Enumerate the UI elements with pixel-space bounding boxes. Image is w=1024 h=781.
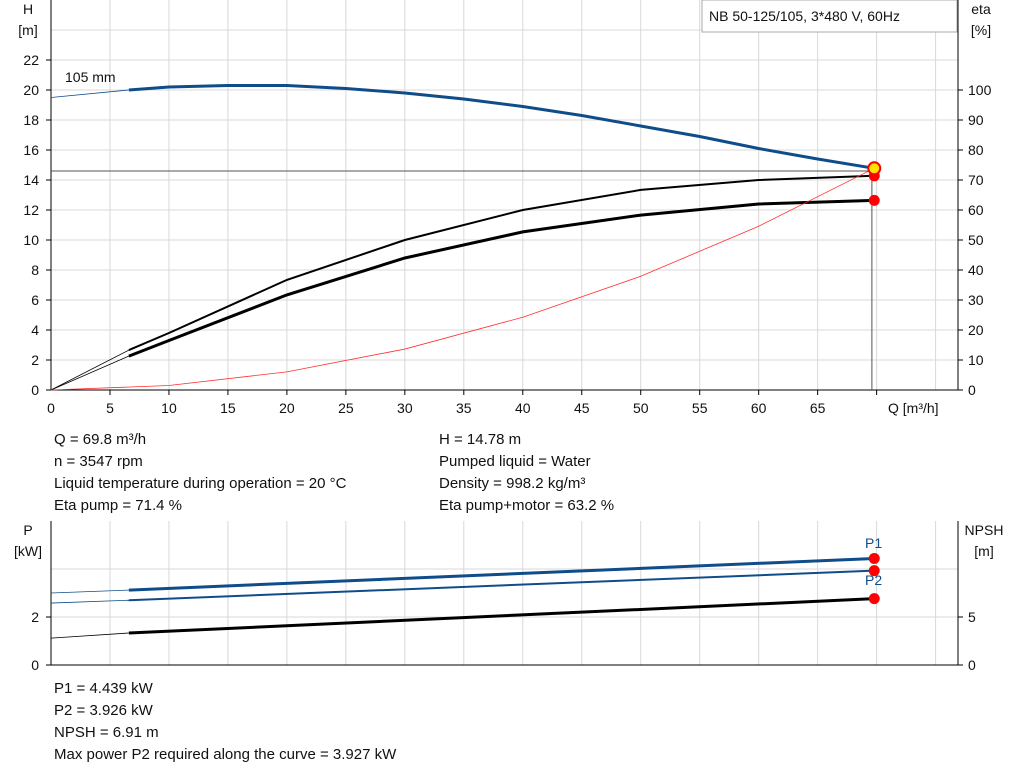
y-tick-label-left: 14: [23, 172, 39, 188]
x-tick-label: 40: [515, 400, 531, 416]
p2-label: P2: [865, 572, 882, 588]
y-tick-label-right: 100: [968, 82, 992, 98]
power-series-2: [128, 597, 875, 635]
x-tick-label: 50: [633, 400, 649, 416]
y-axis-unit-left: [kW]: [14, 543, 42, 559]
y-tick-label-right: 5: [968, 609, 976, 625]
y-axis-unit-left: [m]: [18, 22, 37, 38]
y-tick-label-left: 0: [31, 382, 39, 398]
y-tick-label-right: 30: [968, 292, 984, 308]
y-tick-label-right: 0: [968, 657, 976, 673]
info-h: H = 14.78 m: [439, 431, 522, 448]
top-series-3: [50, 167, 875, 391]
y-tick-label-right: 90: [968, 112, 984, 128]
power-extension-2: [50, 632, 129, 639]
y-tick-label-left: 4: [31, 322, 39, 338]
end-point-marker: [868, 593, 880, 605]
info-density: Density = 998.2 kg/m³: [439, 475, 586, 492]
y-tick-label-right: 70: [968, 172, 984, 188]
top-series-2: [128, 198, 875, 358]
x-tick-label: 65: [810, 400, 826, 416]
top-series-0: [128, 84, 875, 170]
y-tick-label-right: 80: [968, 142, 984, 158]
top-extension-2: [50, 355, 130, 391]
duty-point-marker: [867, 161, 882, 176]
y-tick-label-right: 0: [968, 382, 976, 398]
power-series-0: [128, 556, 875, 592]
y-tick-label-right: 20: [968, 322, 984, 338]
y-axis-label-left: P: [23, 522, 32, 538]
power-extension-1: [50, 599, 129, 604]
y-axis-label-right: NPSH: [965, 522, 1004, 538]
legend-box: [701, 0, 958, 33]
y-axis-unit-right: [%]: [971, 22, 991, 38]
y-tick-label-right: 50: [968, 232, 984, 248]
y-tick-label-right: 60: [968, 202, 984, 218]
y-tick-label-left: 8: [31, 262, 39, 278]
y-axis-unit-right: [m]: [974, 543, 993, 559]
y-axis-label-right: eta: [971, 1, 991, 17]
end-point-marker: [868, 194, 880, 206]
x-tick-label: 10: [161, 400, 177, 416]
x-tick-label: 20: [279, 400, 295, 416]
info-eta-pump: Eta pump = 71.4 %: [54, 497, 182, 514]
top-extension-0: [50, 89, 129, 98]
y-tick-label-left: 0: [31, 657, 39, 673]
legend-text: NB 50-125/105, 3*480 V, 60Hz: [709, 8, 900, 24]
x-tick-label: 55: [692, 400, 708, 416]
info-left: Q = 69.8 m³/h n = 3547 rpm Liquid temper…: [54, 429, 346, 517]
y-tick-label-left: 2: [31, 352, 39, 368]
x-tick-label: 30: [397, 400, 413, 416]
power-extension-0: [50, 589, 129, 594]
info-right: H = 14.78 m Pumped liquid = Water Densit…: [439, 429, 614, 517]
y-tick-label-left: 18: [23, 112, 39, 128]
x-tick-label: 35: [456, 400, 472, 416]
y-tick-label-left: 2: [31, 609, 39, 625]
y-tick-label-left: 6: [31, 292, 39, 308]
x-tick-label: 5: [106, 400, 114, 416]
power-series-1: [128, 569, 875, 602]
top-extension-1: [50, 349, 130, 391]
x-tick-label: 60: [751, 400, 767, 416]
info-max-p2: Max power P2 required along the curve = …: [54, 746, 397, 763]
x-tick-label: 15: [220, 400, 236, 416]
y-axis-label-left: H: [23, 1, 33, 17]
p1-label: P1: [865, 535, 882, 551]
y-tick-label-left: 10: [23, 232, 39, 248]
x-tick-label: 0: [47, 400, 55, 416]
y-tick-label-left: 22: [23, 52, 39, 68]
x-axis-label: Q [m³/h]: [888, 400, 939, 416]
top-series-1: [128, 174, 875, 352]
x-tick-label: 45: [574, 400, 590, 416]
y-tick-label-left: 20: [23, 82, 39, 98]
end-point-marker: [868, 552, 880, 564]
info-p1: P1 = 4.439 kW: [54, 680, 153, 697]
info-power: P1 = 4.439 kW P2 = 3.926 kW NPSH = 6.91 …: [54, 678, 396, 766]
info-npsh: NPSH = 6.91 m: [54, 724, 159, 741]
x-tick-label: 25: [338, 400, 354, 416]
y-tick-label-right: 40: [968, 262, 984, 278]
info-p2: P2 = 3.926 kW: [54, 702, 153, 719]
y-tick-label-left: 16: [23, 142, 39, 158]
info-temp: Liquid temperature during operation = 20…: [54, 475, 347, 492]
info-n: n = 3547 rpm: [54, 453, 143, 470]
info-liquid: Pumped liquid = Water: [439, 453, 591, 470]
curve-label: 105 mm: [65, 69, 116, 85]
y-tick-label-right: 10: [968, 352, 984, 368]
y-tick-label-left: 12: [23, 202, 39, 218]
info-q: Q = 69.8 m³/h: [54, 431, 147, 448]
end-point-marker: [868, 565, 880, 577]
info-eta-total: Eta pump+motor = 63.2 %: [439, 497, 615, 514]
